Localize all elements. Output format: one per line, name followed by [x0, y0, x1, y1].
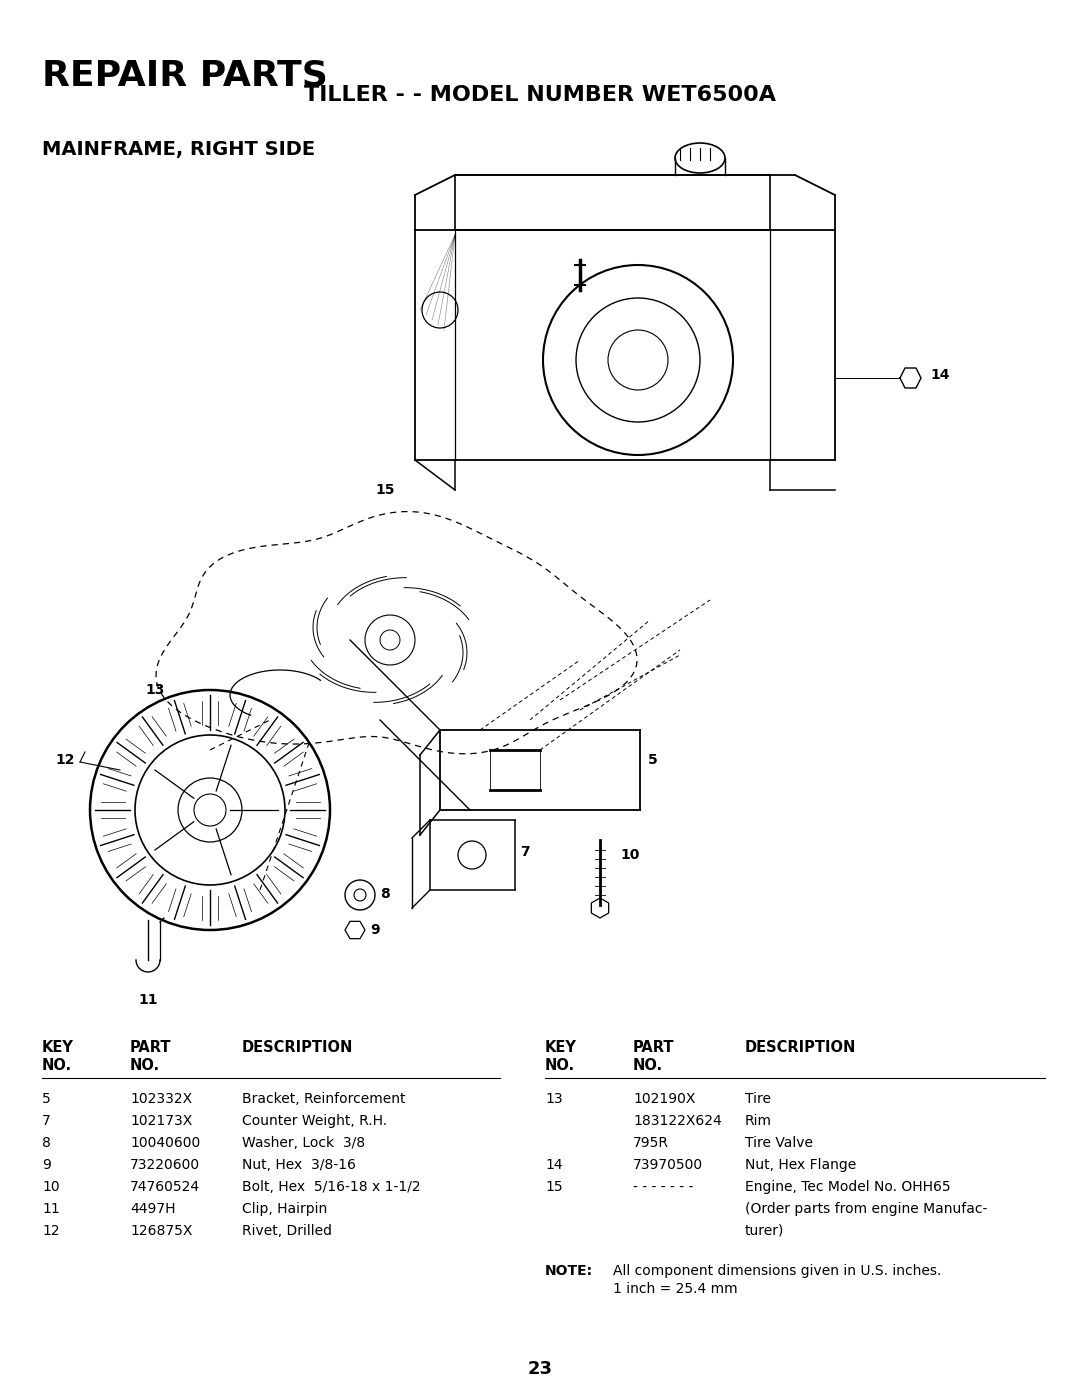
Text: - - - - - - -: - - - - - - - [633, 1180, 693, 1194]
Text: NOTE:: NOTE: [545, 1264, 593, 1278]
Text: 795R: 795R [633, 1136, 669, 1150]
Text: NO.: NO. [545, 1058, 576, 1073]
Text: Nut, Hex Flange: Nut, Hex Flange [745, 1158, 856, 1172]
Text: 15: 15 [376, 483, 395, 497]
Text: NO.: NO. [633, 1058, 663, 1073]
Text: 9: 9 [370, 923, 380, 937]
Text: 1 inch = 25.4 mm: 1 inch = 25.4 mm [613, 1282, 738, 1296]
Text: 7: 7 [519, 845, 529, 859]
Text: REPAIR PARTS: REPAIR PARTS [42, 59, 328, 92]
Text: 11: 11 [138, 993, 158, 1007]
Text: 7: 7 [42, 1113, 51, 1127]
Text: 102173X: 102173X [130, 1113, 192, 1127]
Text: KEY: KEY [545, 1039, 577, 1055]
Text: 23: 23 [527, 1361, 553, 1377]
Text: 14: 14 [930, 367, 949, 381]
Text: Tire: Tire [745, 1092, 771, 1106]
Text: Rim: Rim [745, 1113, 772, 1127]
Text: 5: 5 [42, 1092, 51, 1106]
Text: 9: 9 [42, 1158, 51, 1172]
Text: PART: PART [130, 1039, 172, 1055]
Text: 73970500: 73970500 [633, 1158, 703, 1172]
Text: Rivet, Drilled: Rivet, Drilled [242, 1224, 332, 1238]
Text: 183122X624: 183122X624 [633, 1113, 721, 1127]
Text: 12: 12 [42, 1224, 59, 1238]
Text: (Order parts from engine Manufac-: (Order parts from engine Manufac- [745, 1201, 987, 1215]
Text: 126875X: 126875X [130, 1224, 192, 1238]
Ellipse shape [675, 142, 725, 173]
Text: 102332X: 102332X [130, 1092, 192, 1106]
Text: 13: 13 [545, 1092, 563, 1106]
Text: Bracket, Reinforcement: Bracket, Reinforcement [242, 1092, 405, 1106]
Text: All component dimensions given in U.S. inches.: All component dimensions given in U.S. i… [613, 1264, 942, 1278]
Text: TILLER - - MODEL NUMBER WET6500A: TILLER - - MODEL NUMBER WET6500A [303, 85, 777, 105]
Text: 8: 8 [42, 1136, 51, 1150]
Text: NO.: NO. [130, 1058, 160, 1073]
Text: MAINFRAME, RIGHT SIDE: MAINFRAME, RIGHT SIDE [42, 140, 315, 159]
Text: 4497H: 4497H [130, 1201, 175, 1215]
Text: Nut, Hex  3/8-16: Nut, Hex 3/8-16 [242, 1158, 356, 1172]
Text: 102190X: 102190X [633, 1092, 696, 1106]
Text: 11: 11 [42, 1201, 59, 1215]
Text: KEY: KEY [42, 1039, 73, 1055]
Text: DESCRIPTION: DESCRIPTION [242, 1039, 353, 1055]
Text: Engine, Tec Model No. OHH65: Engine, Tec Model No. OHH65 [745, 1180, 950, 1194]
Text: Washer, Lock  3/8: Washer, Lock 3/8 [242, 1136, 365, 1150]
Text: Tire Valve: Tire Valve [745, 1136, 813, 1150]
Text: turer): turer) [745, 1224, 784, 1238]
Text: 10: 10 [620, 848, 639, 862]
Text: 10040600: 10040600 [130, 1136, 200, 1150]
Text: NO.: NO. [42, 1058, 72, 1073]
Text: 13: 13 [146, 683, 165, 697]
Text: 8: 8 [380, 887, 390, 901]
Text: Bolt, Hex  5/16-18 x 1-1/2: Bolt, Hex 5/16-18 x 1-1/2 [242, 1180, 420, 1194]
Text: Counter Weight, R.H.: Counter Weight, R.H. [242, 1113, 387, 1127]
Text: 12: 12 [55, 753, 75, 767]
Text: DESCRIPTION: DESCRIPTION [745, 1039, 856, 1055]
Text: 5: 5 [648, 753, 658, 767]
Text: 10: 10 [42, 1180, 59, 1194]
Text: 74760524: 74760524 [130, 1180, 200, 1194]
Text: PART: PART [633, 1039, 675, 1055]
Text: 73220600: 73220600 [130, 1158, 200, 1172]
Text: Clip, Hairpin: Clip, Hairpin [242, 1201, 327, 1215]
Text: 14: 14 [545, 1158, 563, 1172]
Text: 15: 15 [545, 1180, 563, 1194]
